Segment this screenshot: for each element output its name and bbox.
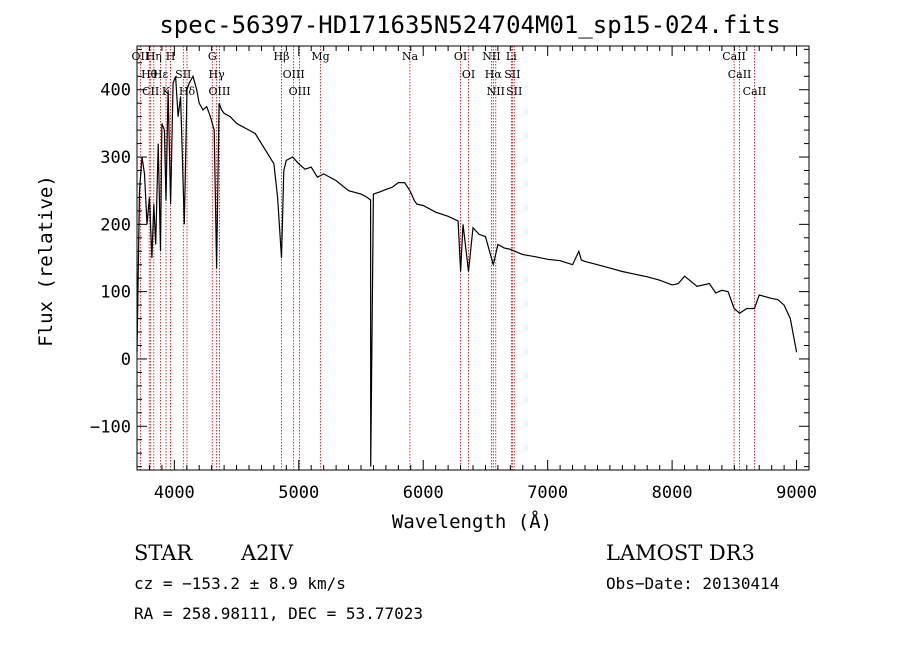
object-subclass: A2IV [240,541,294,565]
spectral-line-label: NII [482,50,500,63]
spectral-line-markers [139,46,755,470]
spectral-line-label: OIII [283,68,305,81]
spectral-line-label: K [162,85,171,98]
spectral-line-label: CaII [728,68,752,81]
coordinates: RA = 258.98111, DEC = 53.77023 [134,604,423,623]
spectral-line-label: Hβ [274,50,290,63]
spectral-line-label: Hα [485,68,503,81]
spectral-line-label: CaII [743,85,767,98]
obs-date: Obs−Date: 20130414 [606,574,779,593]
spectral-line-label: Na [402,50,419,63]
spectral-line-label: CaII [722,50,746,63]
y-tick-label: −100 [90,417,131,437]
y-tick-label: 400 [100,81,131,101]
spectral-line-label: OI [454,50,467,63]
spectrum-series [136,74,798,467]
y-tick-label: 100 [100,283,131,303]
x-tick-label: 7000 [527,483,568,503]
spectral-line-label: Hη [146,50,162,63]
spectral-line-label: Hε [153,68,169,81]
spectral-line-label: G [208,50,217,63]
y-axis-ticks: −100 0 100 200 300 400 [90,48,809,468]
spectral-line-label: OIII [208,85,230,98]
object-class: STAR [134,541,193,565]
spectral-line-label: Li [506,50,517,63]
y-tick-label: 0 [121,350,131,370]
spectral-line-label: Hγ [209,68,226,81]
spectral-line-label: OIII [289,85,311,98]
x-axis-ticks: 4000 5000 6000 7000 8000 9000 [136,46,817,503]
survey-name: LAMOST DR3 [606,541,755,565]
y-axis-label: Flux (relative) [35,175,57,347]
x-tick-label: 4000 [154,483,195,503]
plot-frame [136,45,810,471]
spectral-line-label: Mg [311,50,329,63]
x-tick-label: 6000 [403,483,444,503]
spectral-line-label: NII [487,85,505,98]
spectrum-line [136,74,798,467]
spectral-line-label: OII [132,50,150,63]
redshift-cz: cz = −153.2 ± 8.9 km/s [134,574,346,593]
chart-title: spec-56397-HD171635N524704M01_sp15-024.f… [159,11,780,39]
spectral-line-label: SII [506,85,522,98]
spectral-line-label: CII [142,85,159,98]
spectral-line-label: SII [175,68,191,81]
x-axis-label: Wavelength (Å) [392,510,552,533]
y-tick-label: 200 [100,215,131,235]
y-tick-label: 300 [100,148,131,168]
x-tick-label: 8000 [652,483,693,503]
spectral-line-label: H [166,50,176,63]
spectral-line-label: SII [504,68,520,81]
spectral-line-label: OI [462,68,475,81]
spectral-line-label: Hθ [141,68,158,81]
x-tick-label: 5000 [278,483,319,503]
x-tick-label: 9000 [776,483,817,503]
